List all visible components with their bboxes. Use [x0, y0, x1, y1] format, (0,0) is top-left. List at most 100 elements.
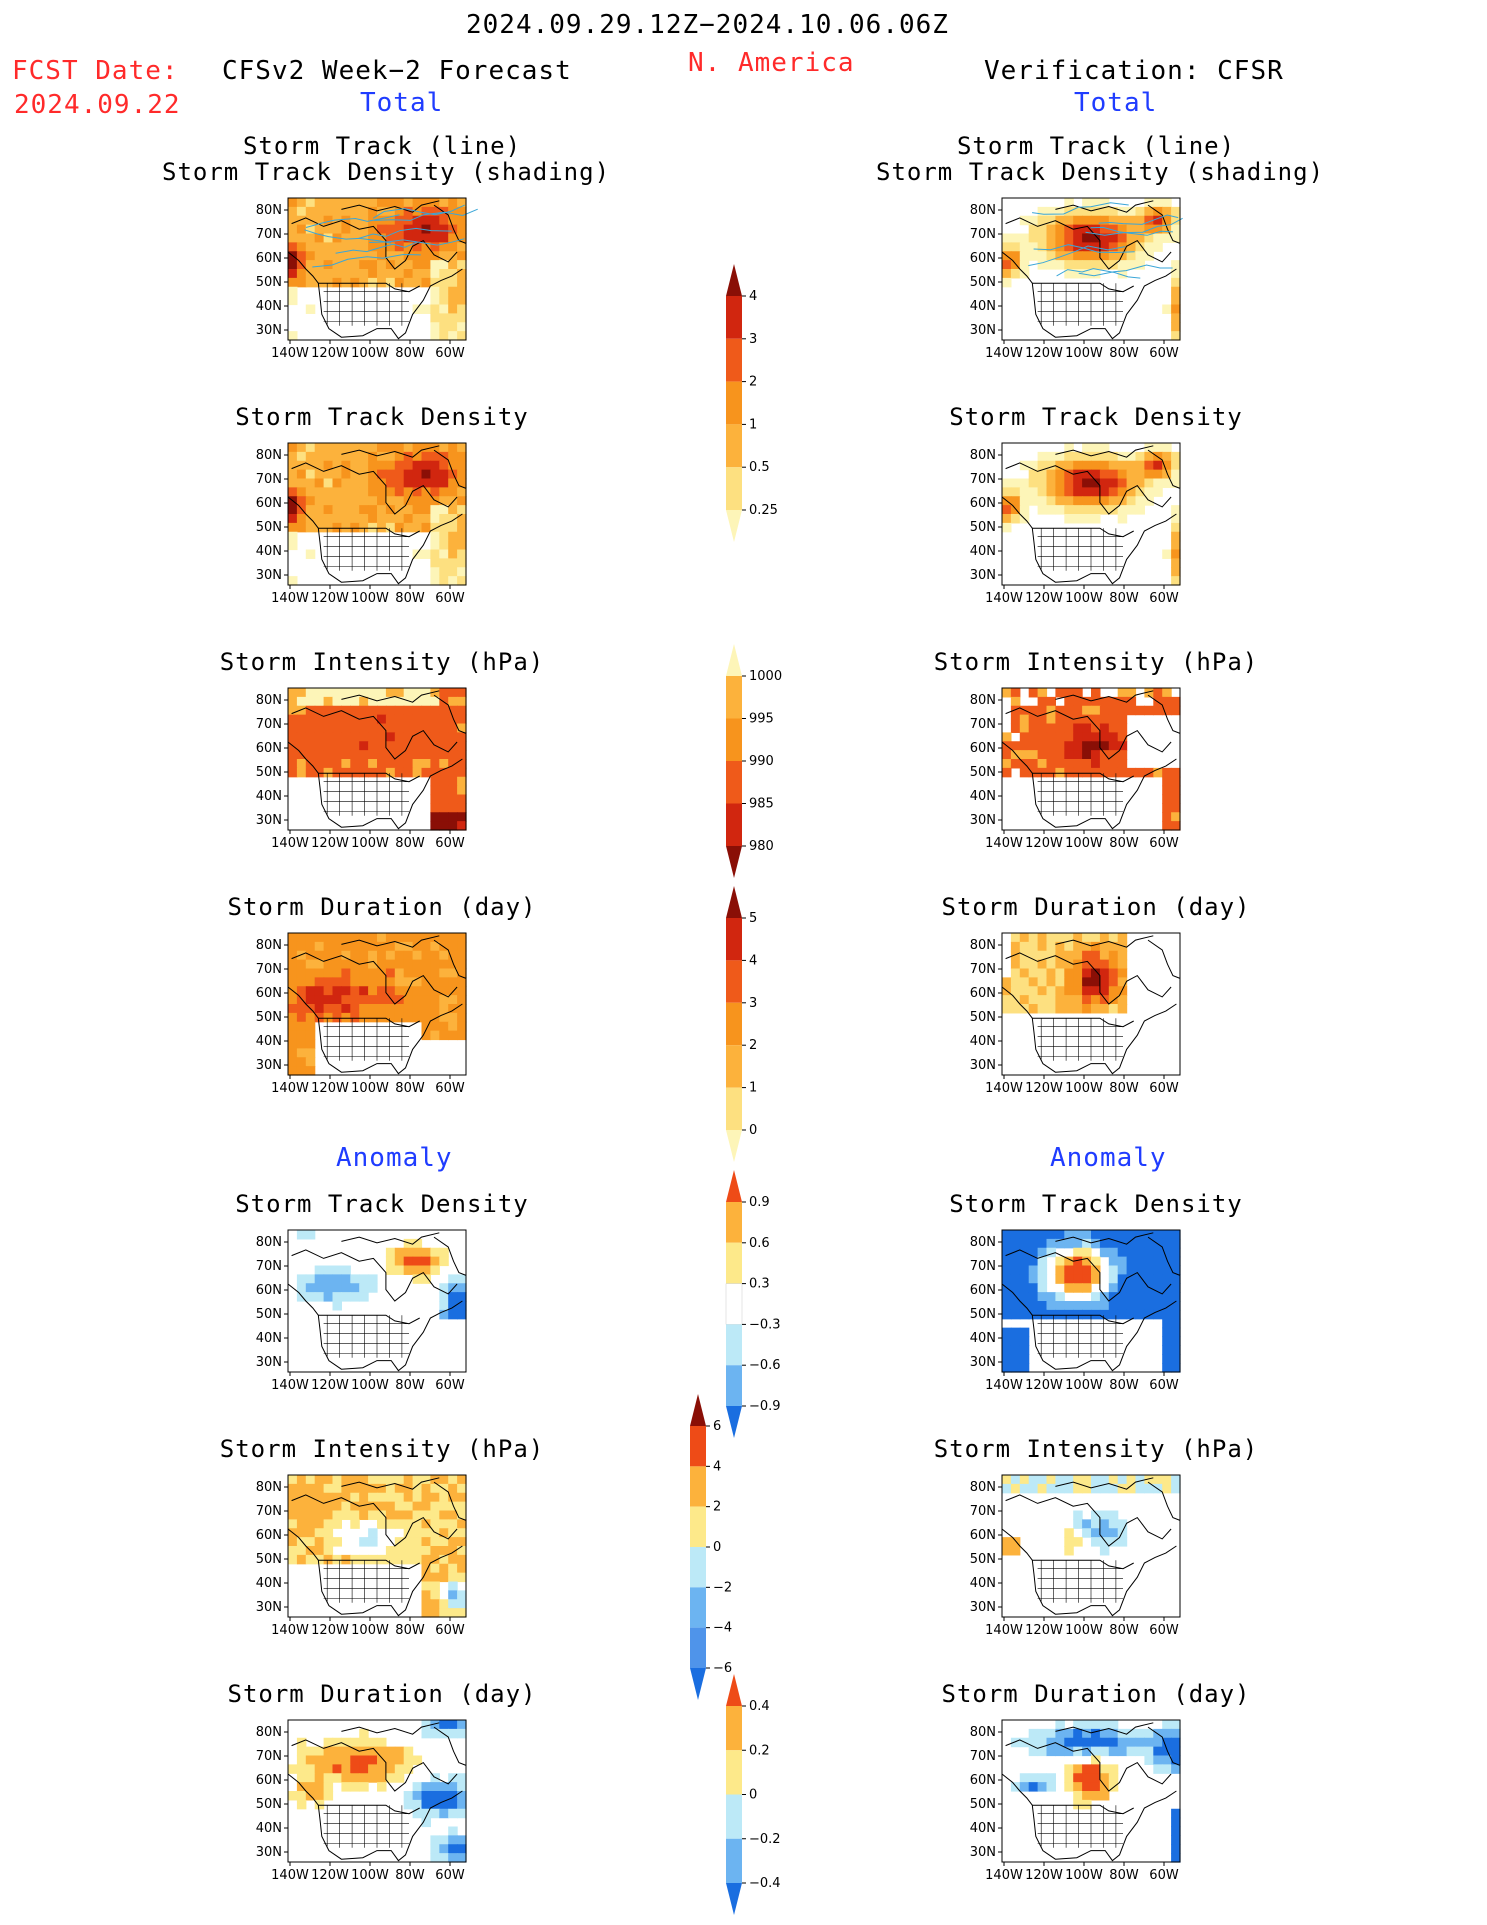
lon-tick-label: 80W [395, 591, 425, 606]
lon-tick-label: 140W [271, 1081, 309, 1096]
title-track-line-right: Storm Track (line) [956, 132, 1236, 160]
lat-tick-label: 60N [970, 986, 996, 1001]
lat-tick-label: 30N [970, 323, 996, 338]
colorbar-tick-label: 985 [749, 797, 774, 812]
lat-tick-label: 50N [970, 1797, 996, 1812]
colorbar-tick-label: 5 [749, 911, 757, 926]
lon-tick-label: 140W [271, 1623, 309, 1638]
lon-tick-label: 100W [1065, 836, 1103, 851]
lat-tick-label: 50N [256, 765, 282, 780]
lon-tick-label: 80W [1109, 1623, 1139, 1638]
colorbar-svg: 4 3 2 1 0.5 0.25 [726, 264, 778, 542]
lon-tick-label: 80W [1109, 346, 1139, 361]
lat-tick-label: 50N [970, 520, 996, 535]
colorbar-intensity-anomaly: 6 4 2 0 −2 −4 −6 [680, 1392, 760, 1702]
lon-tick-label: 60W [1149, 836, 1179, 851]
lat-tick-label: 70N [256, 962, 282, 977]
lon-tick-label: 80W [1109, 1081, 1139, 1096]
lat-tick-label: 80N [256, 448, 282, 463]
map-svg: 80N 70N 60N 50N 40N 30N 140W 120W 100W 80W 60W [970, 932, 1181, 1096]
lat-tick-label: 40N [256, 544, 282, 559]
lat-tick-label: 80N [970, 938, 996, 953]
lon-tick-label: 120W [311, 1081, 349, 1096]
lon-tick-label: 120W [1025, 1868, 1063, 1883]
lon-tick-label: 100W [351, 591, 389, 606]
title-density-anom-left: Storm Track Density [235, 1190, 529, 1218]
lat-tick-label: 80N [256, 1235, 282, 1250]
lat-tick-label: 30N [256, 323, 282, 338]
colorbar-tick-label: 6 [713, 1419, 721, 1434]
map-forecast-duration: 80N 70N 60N 50N 40N 30N 140W 120W 100W 80W 60W [240, 925, 508, 1121]
lat-tick-label: 70N [970, 717, 996, 732]
lon-tick-label: 80W [1109, 591, 1139, 606]
lat-tick-label: 30N [256, 1058, 282, 1073]
lat-tick-label: 70N [256, 1749, 282, 1764]
lat-tick-label: 40N [256, 1331, 282, 1346]
lat-tick-label: 50N [970, 1307, 996, 1322]
lat-tick-label: 50N [256, 275, 282, 290]
map-verification-intensity: 80N 70N 60N 50N 40N 30N 140W 120W 100W 80W 60W [954, 680, 1222, 876]
lon-tick-label: 60W [1149, 1868, 1179, 1883]
map-svg: 80N 70N 60N 50N 40N 30N 140W 120W 100W 80W 60W [970, 1229, 1181, 1393]
lon-tick-label: 120W [1025, 1081, 1063, 1096]
lat-tick-label: 80N [256, 693, 282, 708]
lat-tick-label: 30N [970, 1600, 996, 1615]
map-svg: 80N 70N 60N 50N 40N 30N 140W 120W 100W 80W 60W [256, 1474, 467, 1638]
lon-tick-label: 100W [1065, 1868, 1103, 1883]
colorbar-tick-label: −0.2 [749, 1832, 781, 1847]
lon-tick-label: 100W [1065, 1081, 1103, 1096]
lat-tick-label: 60N [970, 1773, 996, 1788]
lon-tick-label: 120W [1025, 1378, 1063, 1393]
lon-tick-label: 140W [985, 836, 1023, 851]
lon-tick-label: 120W [1025, 836, 1063, 851]
fcst-date-value: 2024.09.22 [14, 90, 181, 120]
lon-tick-label: 140W [271, 1378, 309, 1393]
lon-tick-label: 140W [271, 836, 309, 851]
colorbar-svg: 0.4 0.2 0 −0.2 −0.4 [726, 1674, 781, 1915]
map-verification-intensity-anomaly: 80N 70N 60N 50N 40N 30N 140W 120W 100W 80W 60W [954, 1467, 1222, 1663]
title-duration-left: Storm Duration (day) [227, 893, 537, 921]
map-svg: 80N 70N 60N 50N 40N 30N 140W 120W 100W 80W 60W [970, 197, 1183, 361]
lat-tick-label: 60N [256, 741, 282, 756]
lon-tick-label: 80W [1109, 836, 1139, 851]
lat-tick-label: 70N [970, 472, 996, 487]
lat-tick-label: 60N [256, 251, 282, 266]
lon-tick-label: 60W [1149, 346, 1179, 361]
colorbar-svg: 0.9 0.6 0.3 −0.3 −0.6 −0.9 [725, 1170, 781, 1438]
map-verification-duration-anomaly: 80N 70N 60N 50N 40N 30N 140W 120W 100W 80W 60W [954, 1712, 1222, 1908]
colorbar-intensity: 1000 995 990 985 980 [716, 642, 796, 880]
lat-tick-label: 40N [970, 1034, 996, 1049]
lat-tick-label: 40N [970, 1821, 996, 1836]
map-svg: 80N 70N 60N 50N 40N 30N 140W 120W 100W 80W 60W [256, 197, 478, 361]
lon-tick-label: 60W [435, 346, 465, 361]
colorbar-tick-label: −0.6 [749, 1358, 781, 1373]
lon-tick-label: 120W [1025, 1623, 1063, 1638]
colorbar-tick-label: 0 [749, 1123, 757, 1138]
forecast-title: CFSv2 Week−2 Forecast [222, 56, 572, 86]
map-svg: 80N 70N 60N 50N 40N 30N 140W 120W 100W 80W 60W [256, 442, 467, 606]
lat-tick-label: 60N [256, 1773, 282, 1788]
lon-tick-label: 60W [1149, 591, 1179, 606]
lon-tick-label: 140W [985, 1081, 1023, 1096]
lon-tick-label: 120W [1025, 591, 1063, 606]
map-verification-duration: 80N 70N 60N 50N 40N 30N 140W 120W 100W 80W 60W [954, 925, 1222, 1121]
lon-tick-label: 100W [351, 346, 389, 361]
lat-tick-label: 50N [970, 1010, 996, 1025]
colorbar-tick-label: 0 [713, 1540, 721, 1555]
lon-tick-label: 80W [395, 1378, 425, 1393]
title-duration-right: Storm Duration (day) [941, 893, 1251, 921]
verification-title: Verification: CFSR [984, 56, 1284, 86]
title-intensity-left: Storm Intensity (hPa) [219, 648, 545, 676]
map-svg: 80N 70N 60N 50N 40N 30N 140W 120W 100W 80W 60W [970, 442, 1181, 606]
lat-tick-label: 70N [256, 227, 282, 242]
lon-tick-label: 120W [311, 1623, 349, 1638]
lat-tick-label: 80N [970, 203, 996, 218]
colorbar-tick-label: 0.9 [749, 1195, 770, 1210]
lat-tick-label: 60N [970, 741, 996, 756]
colorbar-tick-label: 995 [749, 712, 774, 727]
lat-tick-label: 30N [256, 1600, 282, 1615]
title-intensity-anom-left: Storm Intensity (hPa) [219, 1435, 545, 1463]
lat-tick-label: 60N [970, 251, 996, 266]
lat-tick-label: 70N [970, 1504, 996, 1519]
map-svg: 80N 70N 60N 50N 40N 30N 140W 120W 100W 80W 60W [970, 1474, 1181, 1638]
